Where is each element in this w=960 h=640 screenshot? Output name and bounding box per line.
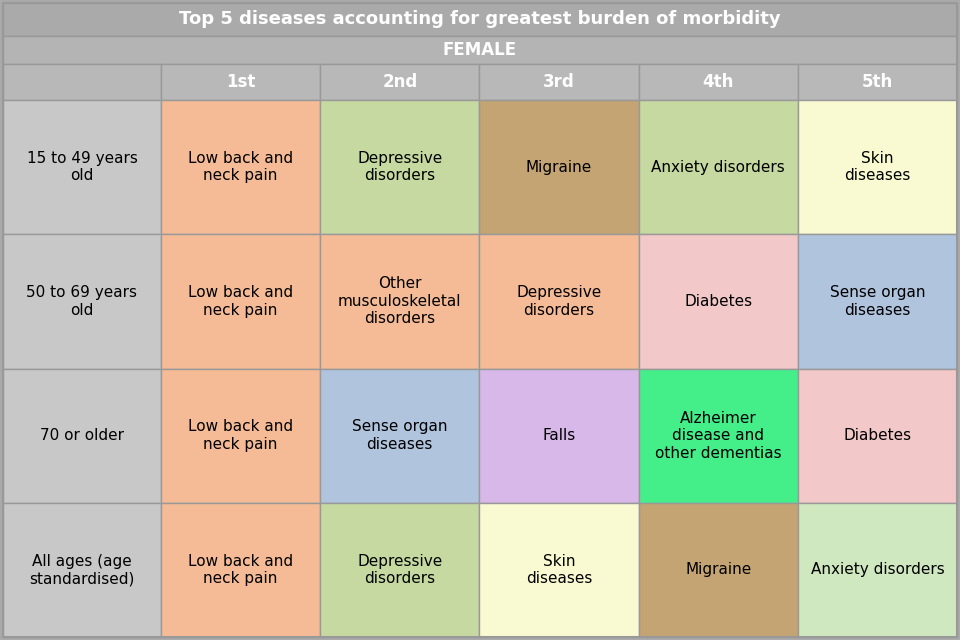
Text: 4th: 4th <box>703 73 733 91</box>
Text: Sense organ
diseases: Sense organ diseases <box>829 285 925 317</box>
Bar <box>321 234 479 369</box>
Text: 2nd: 2nd <box>382 73 418 91</box>
Text: Migraine: Migraine <box>526 159 592 175</box>
Bar <box>3 64 161 100</box>
Bar <box>161 503 321 637</box>
Bar <box>161 100 321 234</box>
Bar <box>3 3 957 36</box>
Bar <box>321 369 479 503</box>
Bar <box>161 369 321 503</box>
Bar <box>3 234 161 369</box>
Text: Anxiety disorders: Anxiety disorders <box>651 159 785 175</box>
Text: 3rd: 3rd <box>543 73 575 91</box>
Text: Migraine: Migraine <box>685 563 752 577</box>
Text: Alzheimer
disease and
other dementias: Alzheimer disease and other dementias <box>655 411 781 461</box>
Text: 1st: 1st <box>226 73 255 91</box>
Text: Sense organ
diseases: Sense organ diseases <box>352 419 447 452</box>
Bar <box>798 100 957 234</box>
Bar <box>321 503 479 637</box>
Bar <box>321 64 479 100</box>
Text: 70 or older: 70 or older <box>40 428 124 443</box>
Bar <box>638 100 798 234</box>
Text: Diabetes: Diabetes <box>843 428 911 443</box>
Text: Low back and
neck pain: Low back and neck pain <box>188 554 293 586</box>
Bar <box>638 369 798 503</box>
Bar <box>638 64 798 100</box>
Bar <box>3 36 957 64</box>
Bar <box>638 503 798 637</box>
Text: Other
musculoskeletal
disorders: Other musculoskeletal disorders <box>338 276 462 326</box>
Text: 50 to 69 years
old: 50 to 69 years old <box>27 285 137 317</box>
Bar <box>638 234 798 369</box>
Bar <box>479 100 638 234</box>
Bar <box>3 369 161 503</box>
Text: Depressive
disorders: Depressive disorders <box>357 554 443 586</box>
Text: Low back and
neck pain: Low back and neck pain <box>188 285 293 317</box>
Bar <box>161 234 321 369</box>
Text: Low back and
neck pain: Low back and neck pain <box>188 419 293 452</box>
Text: Depressive
disorders: Depressive disorders <box>357 151 443 183</box>
Text: Depressive
disorders: Depressive disorders <box>516 285 602 317</box>
Text: Low back and
neck pain: Low back and neck pain <box>188 151 293 183</box>
Bar <box>798 234 957 369</box>
Bar <box>798 369 957 503</box>
Text: 5th: 5th <box>862 73 893 91</box>
Bar <box>479 503 638 637</box>
Bar <box>3 100 161 234</box>
Bar <box>479 234 638 369</box>
Text: 15 to 49 years
old: 15 to 49 years old <box>27 151 137 183</box>
Text: Falls: Falls <box>542 428 576 443</box>
Text: Skin
diseases: Skin diseases <box>844 151 911 183</box>
Text: FEMALE: FEMALE <box>443 41 517 59</box>
Text: Top 5 diseases accounting for greatest burden of morbidity: Top 5 diseases accounting for greatest b… <box>180 10 780 29</box>
Bar <box>479 64 638 100</box>
Text: All ages (age
standardised): All ages (age standardised) <box>30 554 134 586</box>
Bar <box>798 503 957 637</box>
Bar <box>161 64 321 100</box>
Bar <box>321 100 479 234</box>
Text: Anxiety disorders: Anxiety disorders <box>810 563 945 577</box>
Bar <box>798 64 957 100</box>
Text: Diabetes: Diabetes <box>684 294 753 309</box>
Bar <box>3 503 161 637</box>
Text: Skin
diseases: Skin diseases <box>526 554 592 586</box>
Bar <box>479 369 638 503</box>
